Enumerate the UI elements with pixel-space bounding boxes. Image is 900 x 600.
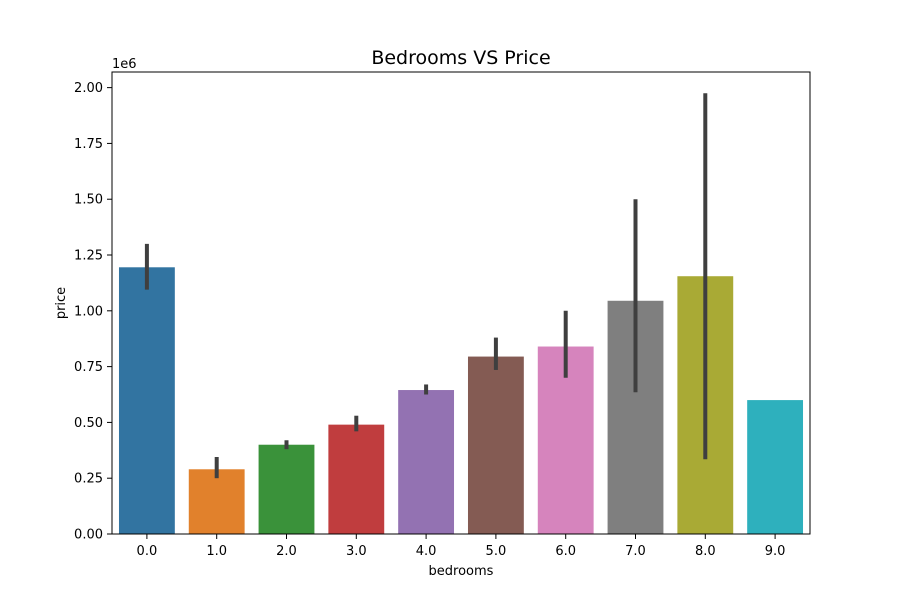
x-axis-label: bedrooms: [429, 564, 494, 579]
bar-0.0: [118, 267, 175, 534]
x-tick-label: 3.0: [346, 544, 367, 559]
y-offset-label: 1e6: [112, 57, 137, 72]
y-tick-label: 0.75: [74, 360, 103, 375]
y-tick-label: 1.75: [74, 137, 103, 152]
x-tick-label: 7.0: [625, 544, 646, 559]
bar-3.0: [328, 424, 385, 534]
y-tick-label: 1.00: [74, 304, 103, 319]
y-axis: 0.00 0.25 0.50 0.75 1.00 1.25 1.50 1.75 2.00: [74, 81, 112, 543]
y-tick-label: 0.25: [74, 472, 103, 487]
y-axis-label: price: [54, 287, 69, 319]
x-tick-label: 9.0: [765, 544, 786, 559]
bar-2.0: [258, 444, 315, 534]
x-axis: 0.0 1.0 2.0 3.0 4.0 5.0 6.0 7.0 8.0 9.0: [137, 534, 786, 559]
bar-4.0: [398, 390, 455, 534]
plot-frame: [111, 71, 811, 535]
bar-5.0: [467, 356, 524, 534]
errorbars-group: [144, 93, 708, 479]
y-tick-label: 1.25: [74, 249, 103, 264]
y-tick-label: 1.50: [74, 193, 103, 208]
y-tick-label: 0.00: [74, 528, 103, 543]
x-tick-label: 2.0: [276, 544, 297, 559]
chart-title: Bedrooms VS Price: [371, 47, 550, 69]
x-tick-label: 0.0: [137, 544, 158, 559]
x-tick-label: 4.0: [416, 544, 437, 559]
x-tick-label: 8.0: [695, 544, 716, 559]
bar-1.0: [188, 469, 245, 534]
y-tick-label: 0.50: [74, 416, 103, 431]
y-tick-label: 2.00: [74, 81, 103, 96]
bars-group: [118, 267, 804, 534]
bar-9.0: [747, 400, 804, 534]
x-tick-label: 5.0: [486, 544, 507, 559]
x-tick-label: 1.0: [206, 544, 227, 559]
x-tick-label: 6.0: [555, 544, 576, 559]
